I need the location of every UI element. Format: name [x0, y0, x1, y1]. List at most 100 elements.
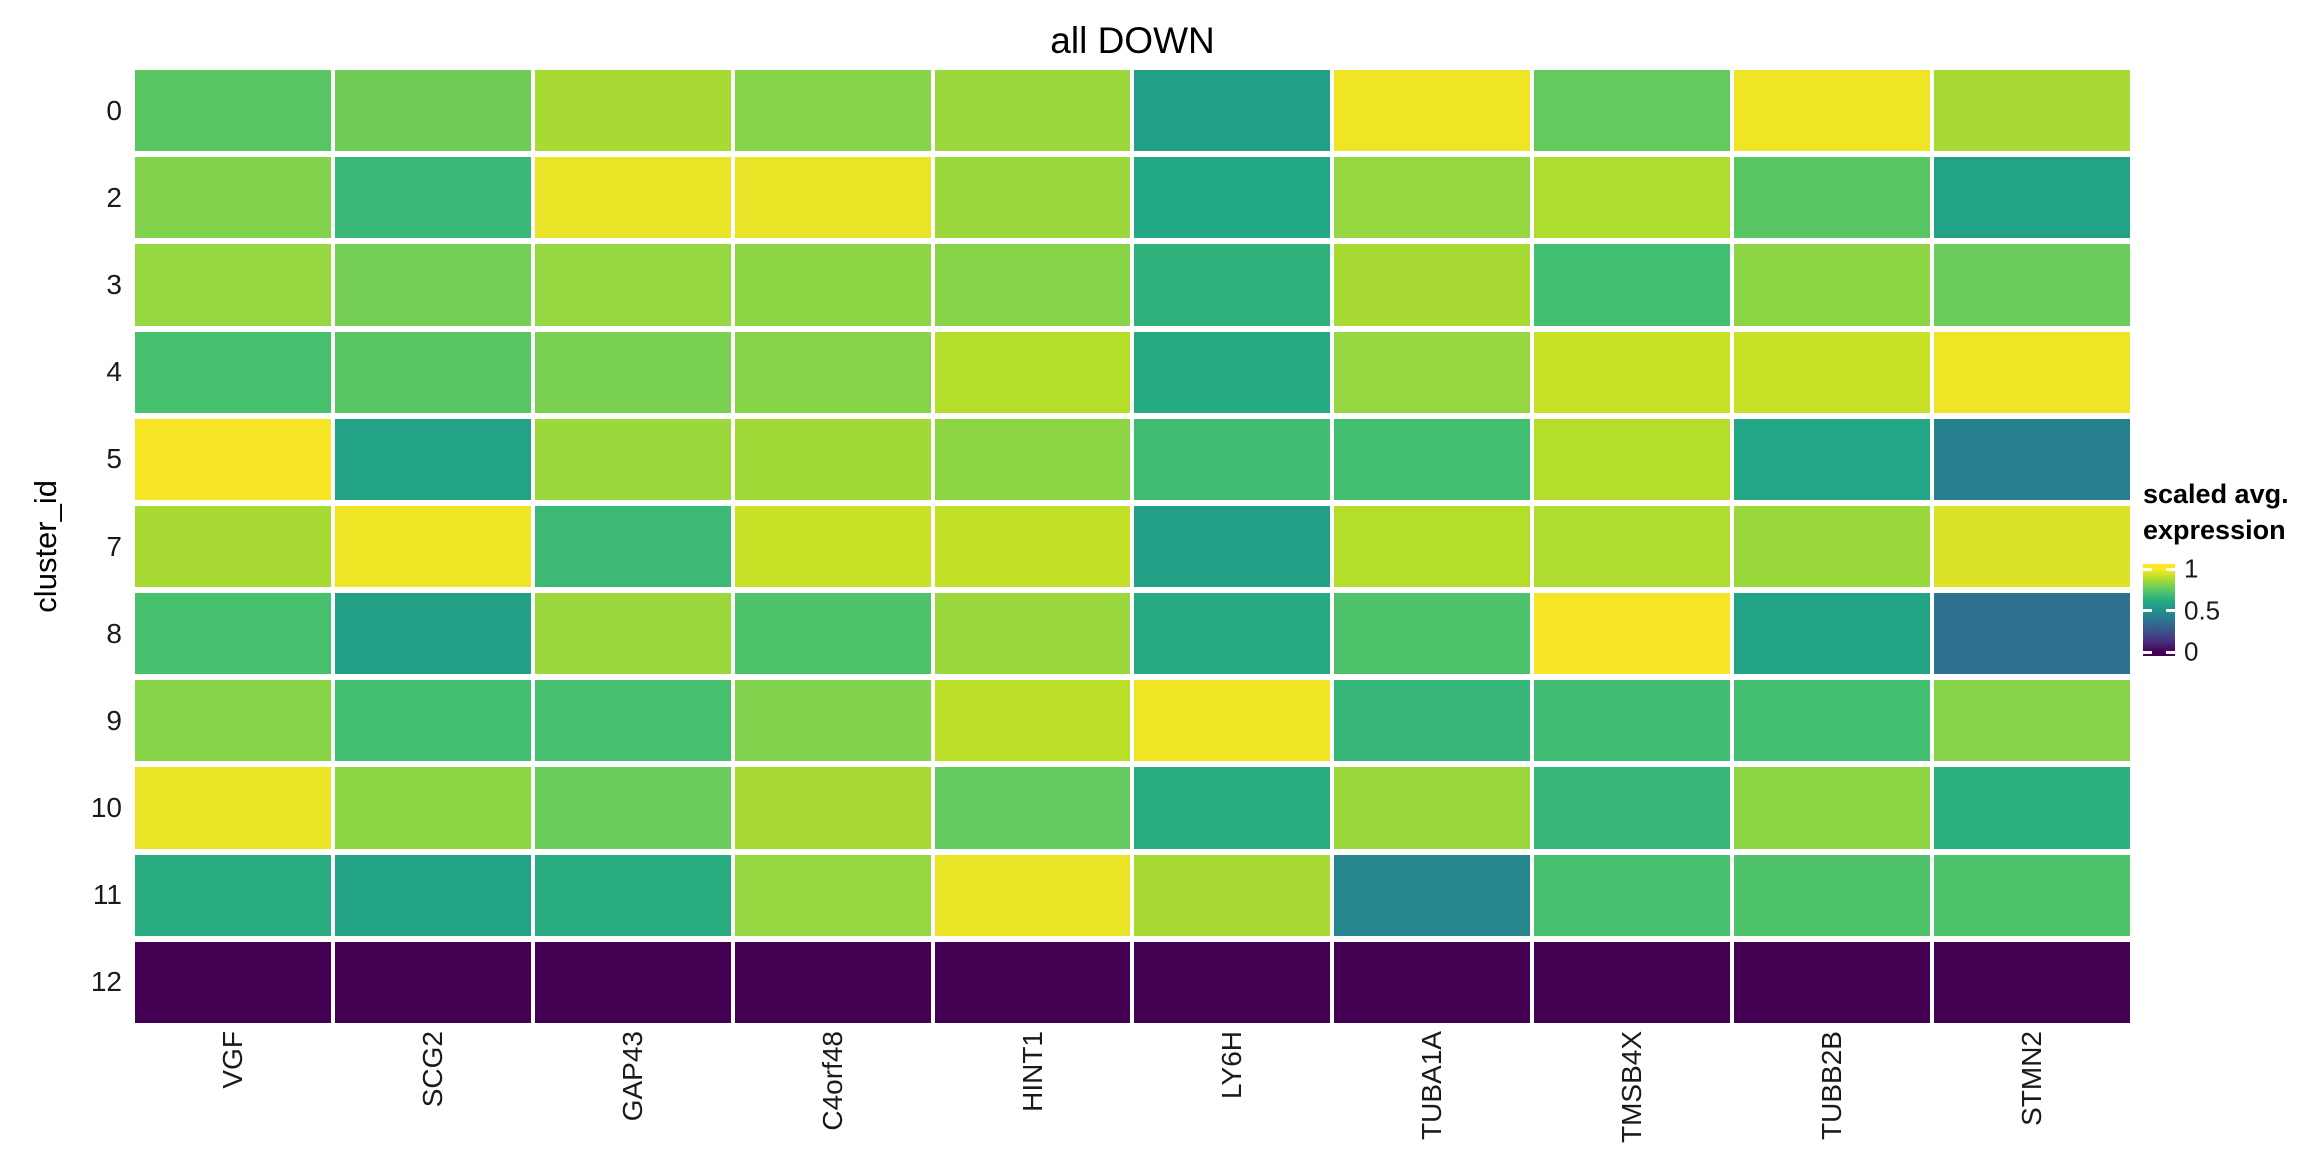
x-tick-label-VGF: VGF: [216, 1031, 248, 1089]
heatmap-cell-11-TUBA1A: [1334, 854, 1531, 936]
y-axis-tick-labels: 0 2 3 4 5 7 8 9 10 11 12: [0, 70, 122, 1023]
heatmap-cell-4-TMSB4X: [1534, 331, 1731, 413]
heatmap-cell-11-HINT1: [934, 854, 1131, 936]
legend-tickmark-1-left: [2143, 567, 2152, 571]
heatmap-cell-7-LY6H: [1134, 505, 1331, 588]
heatmap-cell-4-STMN2: [1934, 331, 2130, 413]
heatmap-cell-10-VGF: [135, 767, 331, 849]
heatmap-cell-5-HINT1: [934, 418, 1131, 500]
heatmap-cell-4-VGF: [135, 331, 331, 413]
heatmap-cell-3-C4orf48: [734, 244, 931, 326]
heatmap-cell-9-VGF: [135, 680, 331, 762]
y-tick-label-0: 0: [106, 94, 122, 126]
heatmap-cell-5-TUBB2B: [1734, 418, 1931, 500]
x-tick-HINT1: HINT1: [935, 1031, 1131, 1152]
heatmap-cell-7-TMSB4X: [1534, 505, 1731, 588]
heatmap-cell-11-TMSB4X: [1534, 854, 1731, 936]
y-tick-label-7: 7: [106, 530, 122, 562]
legend-tickmark-0-left: [2143, 650, 2152, 654]
heatmap-cell-10-C4orf48: [734, 767, 931, 849]
legend-tickmark-0-right: [2166, 650, 2175, 654]
x-tick-label-TUBA1A: TUBA1A: [1416, 1031, 1448, 1140]
heatmap-cell-12-C4orf48: [734, 941, 931, 1023]
x-tick-STMN2: STMN2: [1934, 1031, 2130, 1152]
heatmap-cell-12-LY6H: [1134, 941, 1331, 1023]
heatmap-cell-10-HINT1: [934, 767, 1131, 849]
x-tick-label-TMSB4X: TMSB4X: [1616, 1031, 1648, 1144]
heatmap-cell-7-TUBB2B: [1734, 505, 1931, 588]
y-tick-label-10: 10: [90, 792, 122, 824]
heatmap-cell-10-GAP43: [534, 767, 731, 849]
y-tick-label-2: 2: [106, 181, 122, 213]
heatmap-cell-10-TUBB2B: [1734, 767, 1931, 849]
y-tick-label-3: 3: [106, 268, 122, 300]
heatmap-cell-8-SCG2: [334, 593, 531, 675]
x-tick-label-C4orf48: C4orf48: [816, 1031, 848, 1131]
heatmap-cell-9-TMSB4X: [1534, 680, 1731, 762]
heatmap-cell-10-TUBA1A: [1334, 767, 1531, 849]
heatmap-cell-7-GAP43: [534, 505, 731, 588]
heatmap-cell-9-GAP43: [534, 680, 731, 762]
heatmap-cell-9-C4orf48: [734, 680, 931, 762]
legend-tick-label-0.5: 0.5: [2184, 595, 2221, 625]
legend-tick-label-1: 1: [2184, 553, 2199, 584]
heatmap-cell-12-GAP43: [534, 941, 731, 1023]
chart-title: all DOWN: [1050, 20, 1215, 61]
heatmap-cell-4-C4orf48: [734, 331, 931, 413]
heatmap-cell-8-TMSB4X: [1534, 593, 1731, 675]
heatmap-cell-0-HINT1: [934, 70, 1131, 152]
heatmap-cell-0-TMSB4X: [1534, 70, 1731, 152]
heatmap-cell-11-VGF: [135, 854, 331, 936]
heatmap-cell-3-TUBB2B: [1734, 244, 1931, 326]
heatmap-cell-8-TUBA1A: [1334, 593, 1531, 675]
heatmap-cell-8-HINT1: [934, 593, 1131, 675]
heatmap-cell-2-LY6H: [1134, 157, 1331, 239]
x-tick-label-SCG2: SCG2: [416, 1031, 448, 1108]
x-axis-tick-labels: VGF SCG2 GAP43 C4orf48 HINT1 LY6H TUBA1A TMSB4X…: [135, 1031, 2130, 1152]
y-tick-label-5: 5: [106, 443, 122, 475]
heatmap-cell-4-HINT1: [934, 331, 1131, 413]
legend-tick-label-0: 0: [2184, 636, 2199, 667]
legend-colorbar: 1 0.5 0: [2143, 554, 2220, 667]
heatmap-cell-2-GAP43: [534, 157, 731, 239]
heatmap-cell-0-GAP43: [534, 70, 731, 152]
heatmap-cell-9-LY6H: [1134, 680, 1331, 762]
heatmap-cell-10-STMN2: [1934, 767, 2130, 849]
heatmap-cell-2-SCG2: [334, 157, 531, 239]
heatmap-cell-12-STMN2: [1934, 941, 2130, 1023]
heatmap-cell-3-GAP43: [534, 244, 731, 326]
heatmap-cell-5-STMN2: [1934, 418, 2130, 500]
heatmap-cell-5-VGF: [135, 418, 331, 500]
x-tick-C4orf48: C4orf48: [735, 1031, 931, 1152]
heatmap-cell-7-STMN2: [1934, 505, 2130, 588]
heatmap-cell-3-VGF: [135, 244, 331, 326]
heatmap-cell-3-STMN2: [1934, 244, 2130, 326]
heatmap-cell-8-TUBB2B: [1734, 593, 1931, 675]
x-tick-TMSB4X: TMSB4X: [1534, 1031, 1730, 1152]
heatmap-cell-11-C4orf48: [734, 854, 931, 936]
x-tick-TUBB2B: TUBB2B: [1734, 1031, 1930, 1152]
heatmap-cell-0-TUBA1A: [1334, 70, 1531, 152]
heatmap-cell-11-LY6H: [1134, 854, 1331, 936]
heatmap-cell-0-STMN2: [1934, 70, 2130, 152]
heatmap-cell-11-GAP43: [534, 854, 731, 936]
heatmap-cell-3-HINT1: [934, 244, 1131, 326]
heatmap-cell-3-TMSB4X: [1534, 244, 1731, 326]
heatmap-cell-10-LY6H: [1134, 767, 1331, 849]
heatmap-cell-5-TUBA1A: [1334, 418, 1531, 500]
heatmap-cell-9-TUBA1A: [1334, 680, 1531, 762]
heatmap-cell-11-STMN2: [1934, 854, 2130, 936]
x-tick-VGF: VGF: [135, 1031, 331, 1152]
heatmap-cell-5-LY6H: [1134, 418, 1331, 500]
legend-title-line1: scaled avg.: [2143, 479, 2289, 509]
legend-tickmark-0.5-right: [2166, 609, 2175, 612]
heatmap-cell-7-C4orf48: [734, 505, 931, 588]
y-tick-label-12: 12: [90, 966, 122, 998]
heatmap-grid: [135, 70, 2130, 1023]
y-tick-label-11: 11: [92, 879, 122, 911]
legend: scaled avg. expression 1 0.5 0: [2143, 476, 2303, 676]
x-tick-label-HINT1: HINT1: [1016, 1031, 1048, 1112]
heatmap-cell-0-C4orf48: [734, 70, 931, 152]
heatmap-cell-9-HINT1: [934, 680, 1131, 762]
heatmap-cell-7-VGF: [135, 505, 331, 588]
